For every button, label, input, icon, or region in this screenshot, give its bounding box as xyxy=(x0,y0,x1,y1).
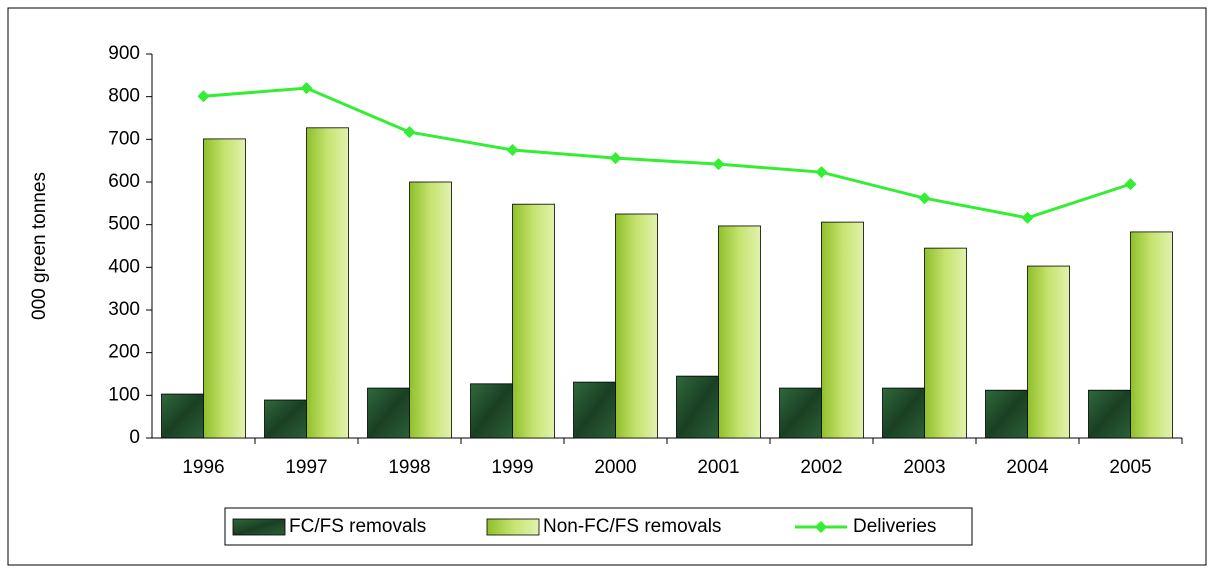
legend-marker xyxy=(815,521,827,533)
line-marker xyxy=(300,82,313,95)
bar xyxy=(203,138,246,439)
line-marker xyxy=(712,158,725,171)
bar xyxy=(470,383,513,439)
legend-swatch xyxy=(486,518,540,536)
x-tick-label: 1999 xyxy=(491,457,533,478)
bar xyxy=(409,181,452,439)
x-tick-label: 1998 xyxy=(388,457,430,478)
x-tick-label: 2000 xyxy=(594,457,636,478)
line-marker xyxy=(1021,211,1034,224)
bar xyxy=(264,399,307,439)
y-tick-label: 0 xyxy=(129,427,140,448)
bar xyxy=(1130,231,1173,439)
x-tick-label: 1997 xyxy=(285,457,327,478)
bar xyxy=(1027,265,1070,439)
bar xyxy=(367,387,410,439)
legend-label: FC/FS removals xyxy=(289,516,426,537)
bar xyxy=(882,387,925,439)
bar xyxy=(676,375,719,439)
legend-swatch xyxy=(232,518,286,536)
bar xyxy=(821,221,864,439)
x-tick-label: 2004 xyxy=(1006,457,1049,478)
y-tick-label: 500 xyxy=(108,214,140,235)
y-tick-label: 700 xyxy=(108,128,140,149)
line-marker xyxy=(815,166,828,179)
y-tick-label: 800 xyxy=(108,86,140,107)
bar xyxy=(1088,389,1131,439)
bar xyxy=(779,387,822,439)
y-tick-label: 100 xyxy=(108,384,140,405)
x-tick-label: 2005 xyxy=(1109,457,1151,478)
y-tick-label: 900 xyxy=(108,43,140,64)
bar xyxy=(985,389,1028,439)
y-tick-label: 300 xyxy=(108,299,140,320)
bar xyxy=(306,127,349,439)
line-marker xyxy=(918,192,931,205)
chart-frame xyxy=(7,7,1207,566)
bar xyxy=(161,393,204,439)
legend-label: Deliveries xyxy=(853,516,936,537)
legend-label: Non-FC/FS removals xyxy=(543,516,721,537)
bar xyxy=(718,225,761,439)
line-marker xyxy=(506,144,519,156)
bar xyxy=(512,203,555,439)
y-tick-label: 400 xyxy=(108,256,140,277)
line-marker xyxy=(197,90,210,103)
y-axis-label: 000 green tonnes xyxy=(29,172,50,320)
bar xyxy=(573,381,616,439)
legend-box xyxy=(224,507,973,546)
x-tick-label: 2003 xyxy=(903,457,945,478)
bar xyxy=(924,247,967,439)
y-tick-label: 200 xyxy=(108,342,140,363)
bar xyxy=(615,213,658,439)
line-marker xyxy=(609,152,622,165)
x-tick-label: 2001 xyxy=(697,457,739,478)
y-tick-label: 600 xyxy=(108,171,140,192)
x-tick-label: 1996 xyxy=(182,457,224,478)
line xyxy=(203,86,1131,220)
line-marker xyxy=(1124,178,1137,191)
line-marker xyxy=(403,126,416,139)
x-tick-label: 2002 xyxy=(800,457,842,478)
